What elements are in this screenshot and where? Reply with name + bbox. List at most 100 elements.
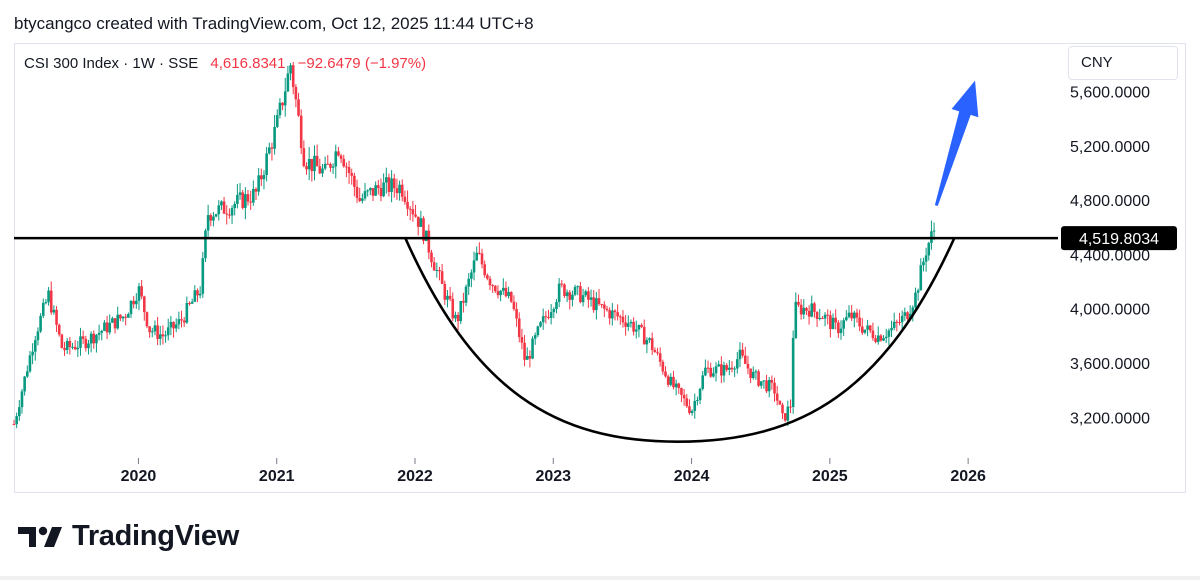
- candle: [398, 180, 401, 201]
- candle-body: [416, 216, 420, 227]
- candle-body: [108, 322, 112, 333]
- candle-body: [858, 317, 861, 327]
- candle: [254, 187, 258, 201]
- candle: [664, 366, 667, 378]
- candle-body: [664, 371, 667, 377]
- candle: [103, 319, 106, 332]
- candle-body: [672, 376, 675, 388]
- candle-body: [810, 303, 814, 317]
- candle-body: [568, 292, 572, 300]
- candle-body: [148, 326, 151, 333]
- candle-body: [323, 163, 327, 169]
- candle-body: [164, 335, 167, 337]
- candle: [291, 61, 295, 95]
- candle-body: [103, 322, 106, 331]
- candle: [113, 318, 117, 334]
- candle: [491, 284, 494, 293]
- candle: [55, 306, 58, 332]
- candle: [517, 312, 521, 343]
- candle-body: [767, 379, 771, 392]
- candle: [754, 369, 758, 380]
- candle-body: [462, 301, 465, 303]
- candle-body: [807, 310, 811, 317]
- candle-body: [137, 286, 141, 301]
- candle-body: [685, 398, 689, 407]
- candle-body: [645, 339, 649, 345]
- candle-body: [111, 318, 114, 323]
- candle: [143, 295, 146, 321]
- candle: [709, 362, 713, 378]
- candle: [326, 155, 330, 165]
- candle-body: [217, 205, 221, 215]
- candle: [111, 316, 114, 324]
- candle-body: [552, 309, 556, 313]
- candle: [12, 419, 16, 426]
- candle-body: [254, 188, 258, 192]
- candle: [512, 295, 516, 311]
- candle: [515, 302, 518, 327]
- candle-body: [494, 285, 497, 292]
- candle: [722, 361, 726, 383]
- candle: [166, 318, 170, 341]
- candle-body: [374, 185, 377, 196]
- candle: [520, 328, 524, 350]
- candle: [267, 142, 271, 155]
- candle-body: [544, 316, 548, 318]
- candle-body: [709, 367, 713, 377]
- currency-button[interactable]: CNY: [1068, 46, 1178, 80]
- y-tick-label: 4,800.0000: [1070, 193, 1150, 210]
- tradingview-logo-icon: [18, 526, 62, 547]
- candle: [892, 312, 896, 331]
- candle-body: [890, 327, 893, 331]
- candle: [47, 287, 50, 306]
- candle-body: [759, 381, 763, 386]
- candle-body: [278, 102, 282, 116]
- candle-body: [541, 316, 545, 323]
- candle: [533, 332, 537, 345]
- candle-body: [220, 201, 223, 206]
- candle: [672, 370, 675, 390]
- candle-body: [746, 363, 750, 369]
- candle: [249, 190, 252, 210]
- candle: [238, 183, 242, 200]
- candle: [839, 320, 843, 340]
- x-tick-label: 2024: [674, 468, 710, 485]
- candle-body: [443, 283, 447, 300]
- candle-body: [95, 334, 98, 344]
- candle-body: [892, 321, 896, 328]
- candle-body: [454, 314, 457, 319]
- candles-group: [12, 61, 936, 429]
- candle: [730, 361, 734, 373]
- candle: [738, 342, 742, 368]
- candle: [33, 336, 37, 361]
- candle: [443, 280, 447, 305]
- candle-body: [464, 286, 468, 303]
- candle-body: [294, 87, 298, 100]
- candle: [853, 310, 856, 328]
- candle-body: [813, 303, 816, 312]
- candle: [252, 180, 255, 206]
- candle-body: [100, 330, 104, 333]
- candle-body: [283, 91, 287, 106]
- candle-body: [307, 158, 311, 170]
- candle-body: [52, 309, 56, 313]
- candle-body: [49, 290, 53, 313]
- candle: [608, 307, 611, 325]
- legend-symbol[interactable]: CSI 300 Index · 1W · SSE: [24, 55, 199, 72]
- candle: [350, 168, 354, 185]
- candle: [257, 168, 260, 196]
- candle-body: [156, 325, 159, 339]
- candle-body: [236, 194, 239, 204]
- candle: [773, 377, 776, 402]
- candle-body: [674, 383, 678, 388]
- bottom-rule: [0, 576, 1200, 580]
- candle: [220, 200, 223, 211]
- candle: [233, 201, 237, 216]
- candle-body: [361, 198, 364, 201]
- candle-body: [398, 184, 401, 194]
- candle-body: [831, 317, 835, 330]
- candle-body: [496, 291, 500, 296]
- candle-body: [166, 327, 170, 336]
- candle: [786, 400, 790, 427]
